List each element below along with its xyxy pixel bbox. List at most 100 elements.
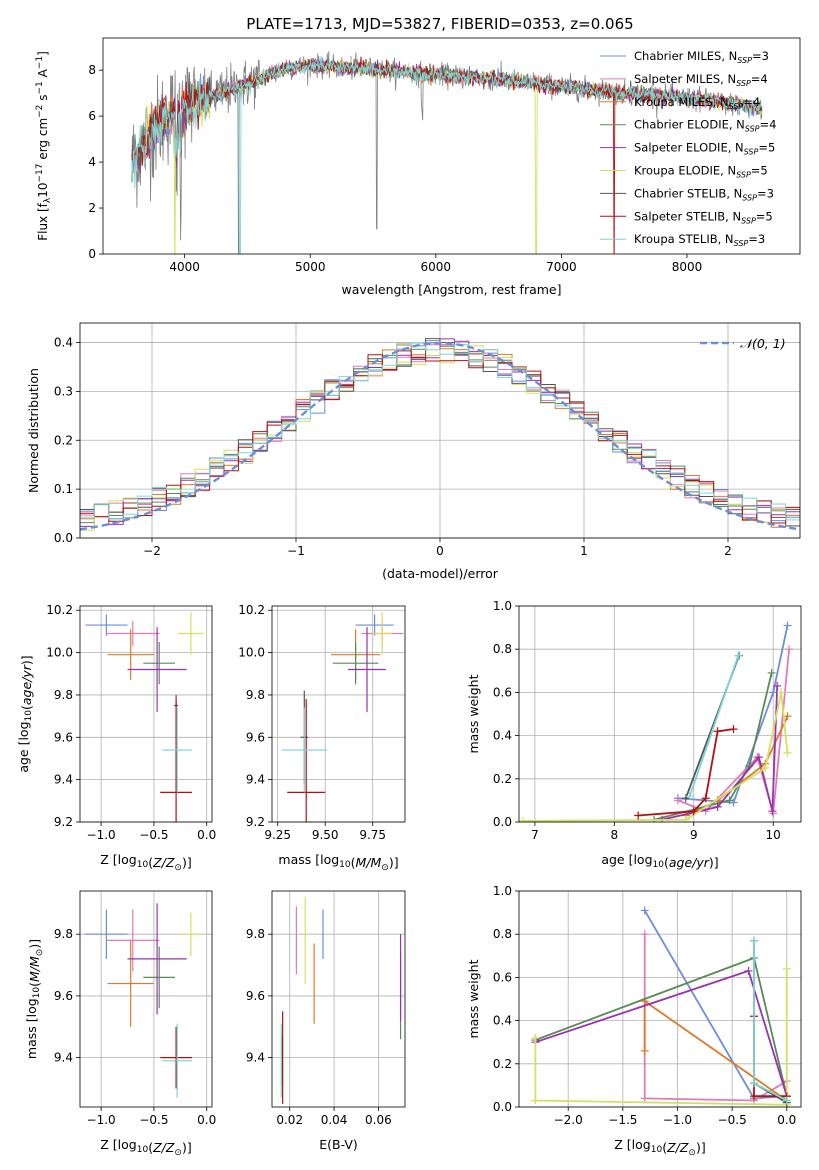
data-point	[634, 811, 643, 820]
y-tick-label: 6	[88, 109, 96, 123]
data-point	[773, 681, 782, 690]
histogram-kroupa-stelib	[80, 342, 800, 538]
panel-massweight-vs-age: 7 8 9 10 0.0 0.2 0.4 0.6 0.8 1.0 age [log10(age/yr…	[466, 599, 802, 870]
errorbar-salpeter-stelib	[160, 1026, 192, 1089]
legend-entry: Kroupa STELIB, NSSP=3	[634, 232, 765, 248]
errorbar-salpeter-elodie	[348, 627, 386, 712]
x-tick-label: 7000	[546, 260, 577, 274]
x-tick-label: 9	[690, 828, 698, 842]
data-point	[701, 794, 710, 803]
panel-mass-vs-Z: −1.0 −0.5 0.0 9.4 9.6 9.8 Z [log10(Z/Z⊙)] mass …	[24, 890, 216, 1158]
x-axis-label: wavelength [Angstrom, rest frame]	[341, 282, 561, 297]
data-point	[783, 712, 792, 721]
legend-entry: Salpeter STELIB, NSSP=5	[634, 209, 773, 225]
x-tick-label: 0.02	[276, 1113, 303, 1127]
y-tick-label: 0.4	[493, 729, 512, 743]
y-tick-label: 9.2	[246, 815, 265, 829]
ticks: −2 −1 0 1 2 0.0 0.1 0.2 0.3 0.4	[54, 336, 732, 558]
x-tick-label: 2	[724, 544, 732, 558]
data-point	[777, 688, 786, 697]
y-tick-label: 0.8	[493, 642, 512, 656]
errorbar-kroupa-elodie	[178, 912, 204, 956]
ticks: 0.02 0.04 0.06 9.4 9.6 9.8	[246, 927, 392, 1127]
x-tick-label: 4000	[169, 260, 200, 274]
data-point	[754, 753, 763, 762]
errorbar-kroupa-miles	[107, 629, 154, 681]
y-axis-label: age [log10(age/yr)]	[16, 655, 34, 772]
errorbar-salpeter-stelib	[287, 699, 326, 822]
panel-age-vs-Z: −1.0 −0.5 0.0 9.2 9.4 9.6 9.8 10.0 10.2 Z [log10(…	[16, 603, 216, 873]
y-tick-label: 9.8	[246, 927, 265, 941]
y-tick-label: 0.0	[493, 1100, 512, 1114]
legend-entry: Chabrier STELIB, NSSP=3	[634, 186, 774, 202]
y-tick-label: 0.4	[54, 336, 73, 350]
x-tick-label: −1.5	[608, 1113, 637, 1127]
x-tick-label: −2.0	[554, 1113, 583, 1127]
x-tick-label: 8	[611, 828, 619, 842]
data-point	[531, 1033, 540, 1042]
errorbar-kroupa-elodie	[178, 612, 204, 655]
plot-area	[281, 612, 404, 822]
data-point	[750, 1079, 758, 1088]
panel-age-vs-mass: 9.25 9.50 9.75 9.2 9.4 9.6 9.8 10.0 10.2 mass [lo…	[238, 603, 406, 873]
errorbar-salpeter-stelib	[160, 699, 192, 822]
errorbar-salpeter-elodie	[127, 903, 187, 1015]
model-spectrum-line-kroupa-stelib	[131, 55, 763, 254]
y-tick-label: 9.2	[54, 815, 73, 829]
data-point	[640, 1094, 649, 1103]
y-tick-label: 1.0	[493, 599, 512, 613]
legend-entry: Kroupa MILES, NSSP=4	[634, 95, 760, 111]
data-point	[531, 1096, 540, 1105]
panel-mass-vs-ebv: 0.02 0.04 0.06 9.4 9.6 9.8 E(B-V)	[246, 890, 406, 1152]
data-point	[761, 764, 770, 772]
x-tick-label: 9.50	[312, 828, 339, 842]
axes-frame	[102, 37, 801, 255]
ticks: 9.25 9.50 9.75 9.2 9.4 9.6 9.8 10.0 10.2	[238, 603, 386, 842]
x-tick-label: −1	[287, 544, 305, 558]
x-axis-label: (data-model)/error	[382, 566, 499, 581]
x-tick-label: 9.75	[359, 828, 386, 842]
y-tick-label: 0.6	[493, 970, 512, 984]
errorbar-kroupa-stelib	[281, 707, 328, 793]
axes-frame	[518, 605, 802, 823]
series-kroupa-stelib	[750, 936, 791, 1105]
data-point	[689, 807, 698, 816]
x-tick-label: 6000	[421, 260, 452, 274]
y-tick-label: 0.4	[493, 1014, 512, 1028]
y-tick-label: 9.6	[54, 989, 73, 1003]
x-tick-label: −1.0	[87, 1113, 116, 1127]
data-point	[519, 816, 527, 822]
data-point	[640, 930, 649, 939]
grid	[272, 606, 405, 823]
legend-entry: Chabrier MILES, NSSP=3	[634, 49, 769, 65]
x-tick-label: 0.06	[365, 1113, 392, 1127]
data-point	[729, 725, 738, 734]
panel-massweight-vs-Z: −2.0 −1.5 −1.0 −0.5 0.0 0.0 0.2 0.4 0.6 0.8 1.0 Z […	[466, 884, 802, 1158]
data-point	[713, 727, 722, 736]
y-tick-label: 10.2	[238, 603, 265, 617]
x-axis-label: Z [log10(Z/Z⊙)]	[100, 1137, 191, 1158]
axes-frame	[271, 890, 406, 1108]
y-tick-label: 0.2	[54, 433, 73, 447]
errorbar-salpeter-elodie	[127, 627, 187, 712]
y-tick-label: 9.4	[246, 773, 265, 787]
data-point	[640, 1046, 649, 1055]
x-axis-label: E(B-V)	[319, 1137, 358, 1152]
data-point	[713, 802, 722, 811]
series-line	[653, 672, 773, 821]
plot-area	[519, 621, 794, 822]
series-kroupa-elodie	[519, 688, 792, 822]
data-point	[725, 796, 734, 805]
y-tick-label: 9.4	[246, 1051, 265, 1065]
errorbar-salpeter-miles	[106, 909, 160, 972]
y-tick-label: 9.8	[54, 927, 73, 941]
axes-frame	[271, 605, 406, 823]
ticks: −2.0 −1.5 −1.0 −0.5 0.0 0.0 0.2 0.4 0.6 0.8 1.0	[493, 884, 796, 1127]
data-point	[744, 966, 753, 975]
legend-entry: Salpeter MILES, NSSP=4	[634, 72, 768, 88]
plot-area	[531, 906, 791, 1107]
y-axis-label: Normed distribution	[26, 368, 41, 493]
figure-title: PLATE=1713, MJD=53827, FIBERID=0353, z=0…	[246, 15, 633, 33]
y-axis-label: mass weight	[466, 959, 481, 1038]
